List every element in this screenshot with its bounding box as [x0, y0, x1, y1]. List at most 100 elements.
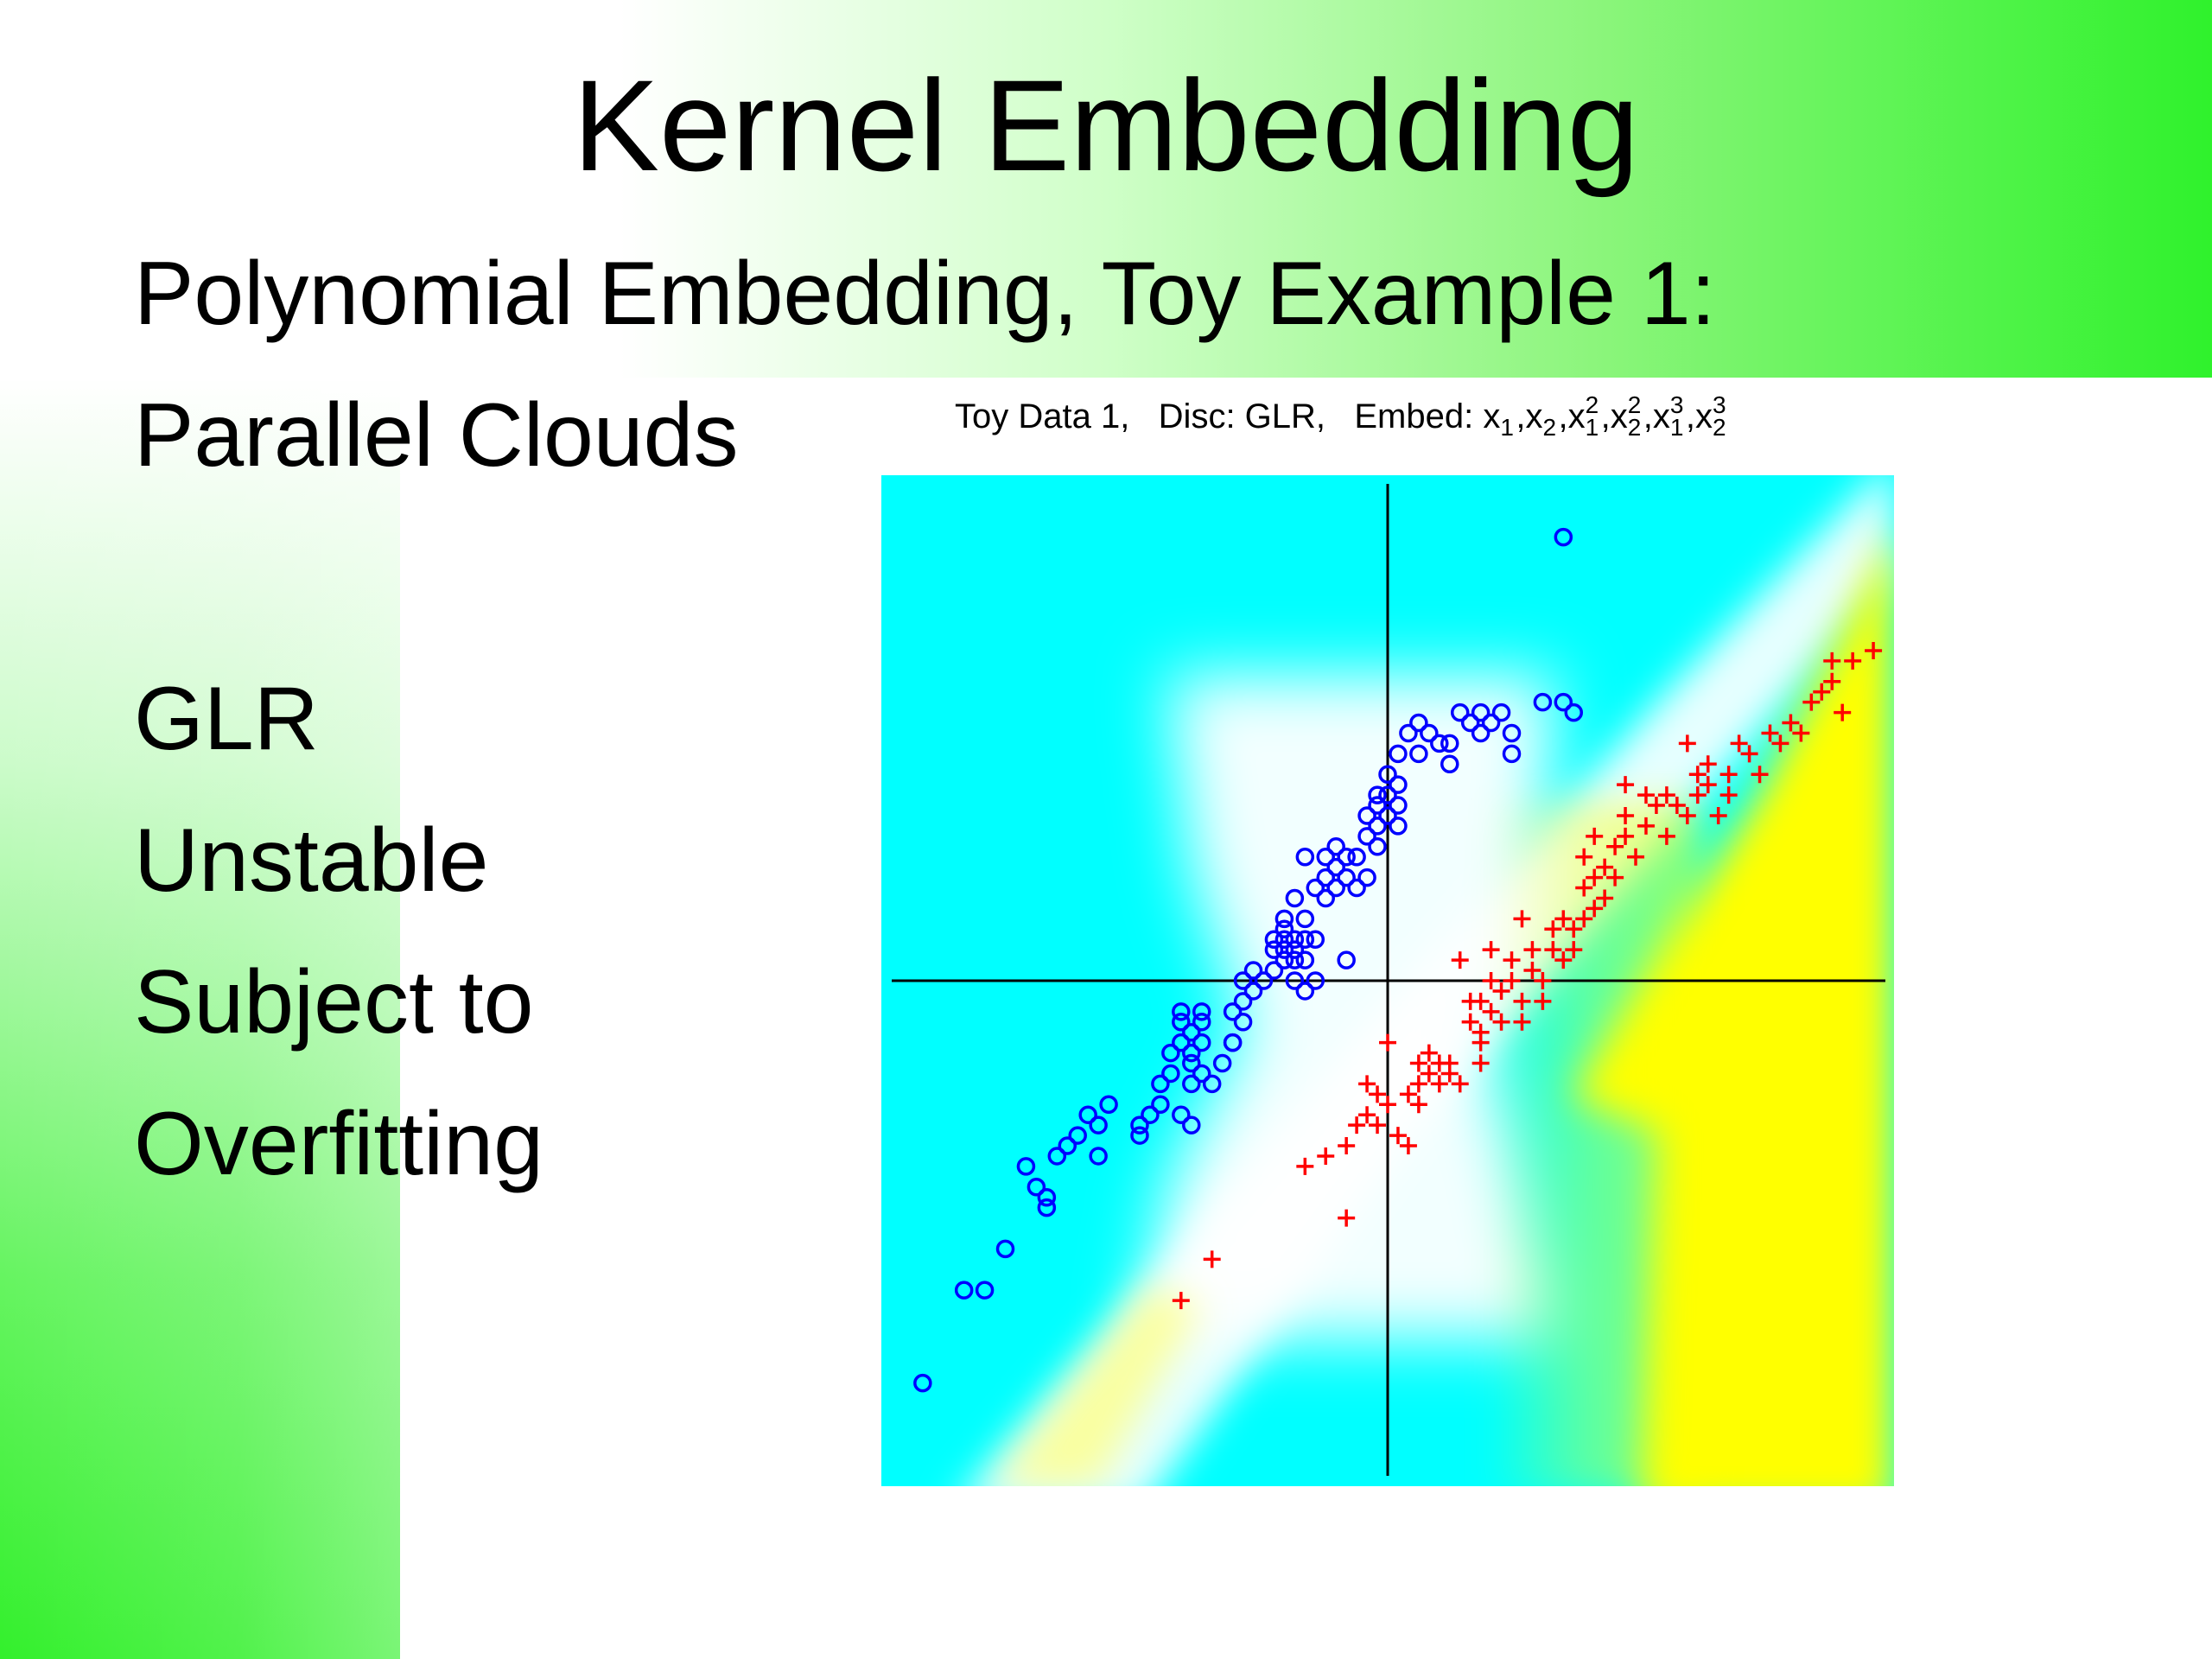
class-2-point	[1606, 868, 1624, 887]
class-2-plus-marks	[1172, 641, 1883, 1310]
class-1-point	[1274, 940, 1294, 959]
class-2-point	[1865, 641, 1883, 659]
class-2-point	[1709, 806, 1727, 824]
class-2-point	[1782, 714, 1800, 732]
embed-term-power: 2	[1585, 391, 1599, 418]
class-1-point	[1151, 1074, 1170, 1094]
class-2-point	[1647, 797, 1665, 815]
class-2-point	[1657, 827, 1675, 845]
class-1-point	[1285, 930, 1305, 949]
class-1-point	[1409, 713, 1428, 733]
class-2-point	[1440, 1054, 1459, 1072]
class-2-point	[1719, 786, 1738, 804]
class-1-point	[1254, 971, 1274, 990]
class-1-point	[1182, 1074, 1201, 1094]
class-1-point	[1357, 868, 1376, 887]
class-2-point	[1471, 1054, 1490, 1072]
class-1-point	[1440, 754, 1459, 774]
class-2-point	[1565, 941, 1583, 959]
class-2-point	[1409, 1054, 1427, 1072]
class-1-point	[1326, 857, 1345, 877]
class-2-point	[1503, 972, 1521, 989]
yellow-region	[1573, 527, 1894, 1486]
class-2-point	[1471, 1033, 1490, 1052]
class-1-point	[1316, 888, 1335, 908]
subtitle-line-2: Parallel Clouds	[134, 385, 739, 486]
class-2-point	[1719, 766, 1738, 784]
class-2-point	[1409, 1096, 1427, 1114]
class-1-point	[1502, 744, 1522, 764]
embed-term-base: x	[1652, 397, 1670, 435]
class-1-point	[1223, 1033, 1243, 1052]
class-1-point	[1337, 868, 1356, 887]
class-1-point	[1182, 1116, 1201, 1135]
class-2-point	[1492, 982, 1510, 1000]
class-2-point	[1379, 1033, 1396, 1052]
class-2-point	[1389, 1127, 1407, 1145]
class-2-point	[1668, 797, 1686, 815]
class-2-point	[1554, 910, 1573, 928]
class-2-point	[1730, 734, 1748, 753]
class-2-point	[1586, 899, 1604, 918]
class-2-point	[1409, 1075, 1427, 1093]
class-2-point	[1617, 806, 1635, 824]
embed-term-power: 3	[1669, 391, 1684, 418]
class-1-point	[1037, 1187, 1057, 1207]
class-1-point	[1274, 909, 1294, 929]
embed-term-index: 1	[1585, 414, 1599, 441]
embed-term-power: 3	[1712, 391, 1726, 418]
class-1-point	[1068, 1126, 1087, 1145]
class-1-point	[1047, 1147, 1067, 1166]
class-1-point	[1491, 702, 1511, 722]
class-2-point	[1575, 848, 1593, 866]
class-1-point	[1161, 1043, 1180, 1063]
class-2-point	[1430, 1075, 1448, 1093]
class-2-point	[1523, 941, 1541, 959]
class-1-point	[1378, 806, 1397, 825]
class-1-point	[1357, 827, 1376, 846]
class-1-point	[1316, 868, 1335, 887]
class-2-point	[1792, 724, 1810, 742]
embed-term-index: 2	[1627, 414, 1642, 441]
class-1-point	[1378, 765, 1397, 784]
class-1-point	[1182, 1043, 1201, 1063]
class-1-point	[1337, 847, 1356, 867]
class-1-point	[1243, 982, 1263, 1001]
class-1-point	[1430, 734, 1449, 753]
embed-term-base: x	[1567, 397, 1586, 435]
class-2-point	[1740, 745, 1758, 763]
class-2-point	[1844, 652, 1862, 670]
class-1-point	[1389, 775, 1408, 794]
embed-term-separator: ,	[1643, 397, 1653, 435]
chart-title-terms: x 1 ,x 2 ,x 2 1 ,x 2 2 ,x 3 1 ,x 3 2	[1483, 393, 1728, 440]
class-2-point	[1834, 703, 1852, 721]
class-2-point	[1699, 755, 1717, 773]
class-2-point	[1503, 951, 1521, 969]
class-1-point	[1027, 1178, 1046, 1197]
class-1-point	[1089, 1116, 1108, 1135]
class-2-point	[1482, 941, 1500, 959]
class-1-point	[1347, 878, 1366, 898]
class-1-point	[1243, 961, 1263, 980]
class-1-point	[1151, 1095, 1170, 1115]
class-1-point	[1078, 1105, 1097, 1124]
class-1-point	[1295, 930, 1315, 949]
class-2-point	[1699, 776, 1717, 794]
class-2-point	[1379, 1096, 1396, 1114]
embed-term-index: 1	[1500, 414, 1514, 441]
class-1-point	[1347, 847, 1366, 867]
class-2-point	[1688, 786, 1707, 804]
embed-term-separator: ,	[1516, 397, 1526, 435]
class-2-point	[1627, 848, 1645, 866]
class-1-point	[1233, 1013, 1253, 1032]
class-2-point	[1369, 1085, 1387, 1103]
class-2-point	[1420, 1065, 1438, 1083]
class-2-point	[1544, 941, 1562, 959]
class-1-point	[1130, 1116, 1149, 1135]
class-2-point	[1461, 1013, 1479, 1031]
chart-title-prefix: Toy Data 1, Disc: GLR, Embed:	[955, 397, 1484, 435]
class-1-point	[1564, 702, 1584, 722]
class-2-point	[1761, 724, 1779, 742]
